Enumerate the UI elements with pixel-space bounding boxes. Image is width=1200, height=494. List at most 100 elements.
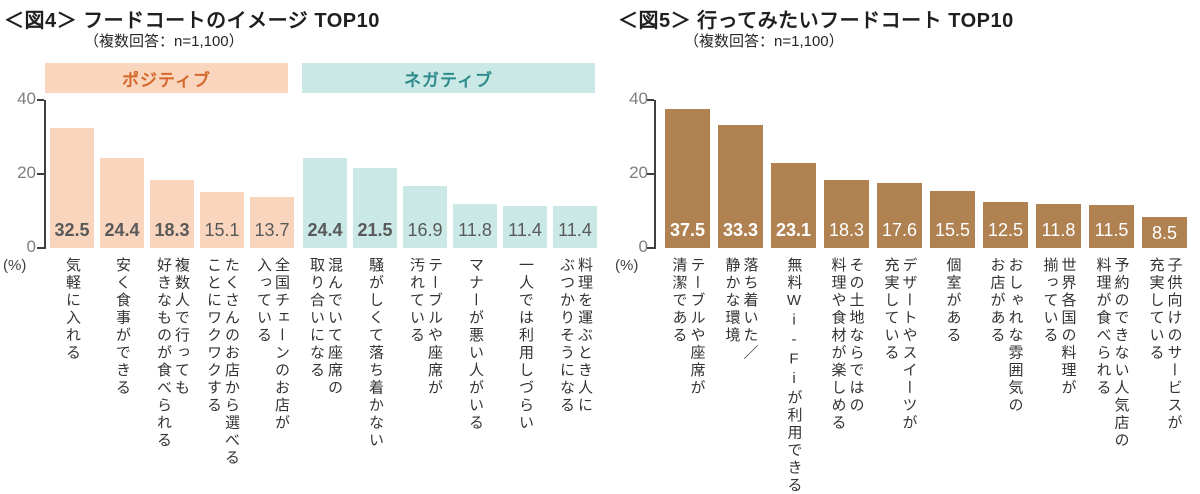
bar-category-label: 無料Wi-Fiが利用できる [767,257,821,494]
y-tick-label-20: 20 [629,163,648,182]
bar-category-text: 安く食事ができる [114,257,131,397]
bar-fig5-7 [983,201,1028,249]
bar-category-label: 予約のできない人気店の 料理が食べられる [1085,257,1139,450]
bar-category-text: 料理を運ぶとき人に ぶつかりそうになる [558,257,593,415]
chart-figure5: ＜図5＞ 行ってみたいフードコート TOP10 （複数回答：n=1,100） 4… [600,0,1200,494]
bar-fig4-1 [50,127,94,249]
bar-category-label: 気軽に入れる [45,257,99,362]
bar-value-label: 24.4 [104,220,140,240]
bar-value-label: 37.5 [669,220,706,240]
bar-category-text: 世界各国の料理が 揃っている [1041,257,1077,397]
bar-value-label: 11.8 [1041,220,1076,240]
y-tick-label-0: 0 [26,237,36,256]
bar-category-text: おしゃれな雰囲気の お店がある [988,257,1024,415]
bar-value-label: 17.6 [881,220,918,240]
bar-category-text: テーブルや座席が 清潔である [670,257,706,397]
legend-band-positive-label: ポジティブ [122,70,211,90]
bar-category-text: 全国チェーンのお店が 入っている [255,257,290,432]
chart-figure4: ＜図4＞ フードコートのイメージ TOP10 （複数回答：n=1,100） ポジ… [3,10,602,467]
bar-value-label: 32.5 [54,220,90,240]
bar-category-label: 料理を運ぶとき人に ぶつかりそうになる [548,257,602,415]
bar-value-label: 23.1 [775,220,812,240]
bar-fig5-2 [718,124,763,248]
bar-value-label: 11.5 [1094,220,1129,240]
y-axis-tick [37,99,44,101]
bar-category-label: 騒がしくて落ち着かない [348,257,402,450]
bar-category-label: 子供向けのサービスが 充実している [1138,257,1192,432]
bar-value-label: 15.5 [934,220,971,240]
legend-band-positive: ポジティブ [45,63,288,93]
y-axis-line [44,100,46,249]
bar-category-label: テーブルや座席が 汚れている [398,257,452,397]
bar-category-label: 複数人で行っても 好きなものが食べられる [145,257,199,450]
legend-band-negative: ネガティブ [302,63,595,93]
bar-category-text: たくさんのお店から選べる ことにワクワクする [205,257,240,467]
bar-fig5-9 [1089,205,1134,248]
bar-fig5-6 [930,190,975,249]
bar-category-label: デザートやスイーツが 充実している [873,257,927,432]
y-axis-tick [647,99,654,101]
bar-fig4-4 [200,192,244,248]
bar-fig5-5 [877,182,922,248]
bar-value-label: 18.3 [828,220,865,240]
bar-category-label: 個室がある [926,257,980,345]
bar-category-text: 子供向けのサービスが 充実している [1147,257,1183,432]
bar-fig5-1 [665,109,710,249]
y-tick-label-40: 40 [629,89,648,108]
bar-fig5-10 [1142,216,1187,249]
bar-fig4-2 [100,157,144,248]
y-tick-label-40: 40 [17,89,36,108]
bar-fig5-8 [1036,204,1081,248]
bar-category-text: 気軽に入れる [64,257,81,362]
bar-category-text: 予約のできない人気店の 料理が食べられる [1094,257,1130,450]
bar-fig4-8 [403,185,447,248]
y-axis-tick [37,247,44,249]
bar-value-label: 21.5 [357,220,393,240]
chart-subtitle: （複数回答：n=1,100） [684,33,844,50]
y-tick-label-0: 0 [638,237,648,256]
percent-axis-label: (%) [615,257,639,274]
bar-fig4-6 [303,157,347,248]
bar-category-label: マナーが悪い人がいる [448,257,502,432]
bar-value-label: 18.3 [154,220,190,240]
bar-category-label: 落ち着いた／ 静かな環境 [714,257,768,362]
bar-category-text: 一人では利用しづらい [517,257,534,432]
bar-category-text: 騒がしくて落ち着かない [367,257,384,450]
bar-category-label: 世界各国の料理が 揃っている [1032,257,1086,397]
bar-fig4-3 [150,180,194,248]
bar-fig4-5 [250,197,294,248]
bar-category-text: テーブルや座席が 汚れている [408,257,443,397]
bar-value-label: 12.5 [987,220,1024,240]
bar-category-text: 混んでいて座席の 取り合いになる [308,257,343,397]
bar-category-text: 複数人で行っても 好きなものが食べられる [155,257,190,450]
bar-category-text: 落ち着いた／ 静かな環境 [723,257,759,362]
bar-value-label: 16.9 [407,220,443,240]
bar-value-label: 11.4 [508,220,542,240]
bar-value-label: 33.3 [722,220,759,240]
bar-category-text: その土地ならではの 料理や食材が楽しめる [829,257,865,432]
bar-fig4-7 [353,168,397,248]
bar-category-label: 混んでいて座席の 取り合いになる [298,257,352,397]
percent-axis-label: (%) [3,257,27,274]
y-axis-line [654,100,656,249]
bar-fig4-9 [453,204,497,248]
bar-category-text: デザートやスイーツが 充実している [882,257,918,432]
bar-category-label: おしゃれな雰囲気の お店がある [979,257,1033,415]
legend-band-negative-label: ネガティブ [404,70,493,90]
bar-category-label: テーブルや座席が 清潔である [661,257,715,397]
bar-fig4-11 [553,205,597,248]
bar-value-label: 24.4 [307,220,343,240]
chart-title: ＜図5＞ 行ってみたいフードコート TOP10 [618,10,1014,32]
bar-category-text: 無料Wi-Fiが利用できる [785,257,803,494]
bar-category-label: 全国チェーンのお店が 入っている [245,257,299,432]
bar-category-label: その土地ならではの 料理や食材が楽しめる [820,257,874,432]
y-axis-tick [37,173,44,175]
bar-fig5-4 [824,180,869,248]
bar-category-text: 個室がある [944,257,962,345]
bar-category-text: マナーが悪い人がいる [467,257,484,432]
chart-title: ＜図4＞ フードコートのイメージ TOP10 [4,10,380,32]
bar-category-label: 安く食事ができる [95,257,149,397]
bar-value-label: 11.8 [458,220,492,240]
bar-value-label: 11.4 [558,220,592,240]
